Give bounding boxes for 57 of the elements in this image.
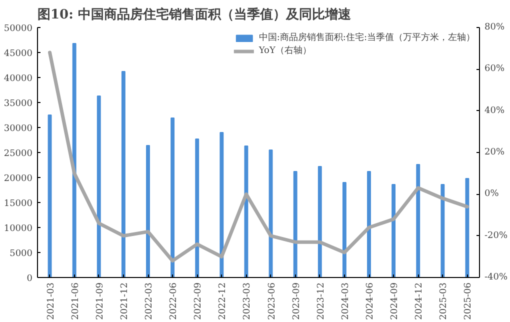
y-tick-label: 35000	[4, 99, 33, 109]
bar	[72, 43, 76, 278]
y-tick-label: 45000	[4, 49, 33, 59]
bar	[96, 96, 101, 278]
x-tick-label: 2025-03	[439, 282, 450, 320]
y-tick-label: 5000	[10, 249, 33, 259]
bar	[48, 114, 52, 278]
bar	[170, 118, 175, 278]
y-tick-label: 30000	[4, 124, 33, 134]
bar	[244, 146, 248, 278]
x-tick-label: 2024-03	[340, 282, 351, 320]
y2-tick-label: -20%	[484, 230, 508, 241]
y-tick-label: 10000	[4, 224, 33, 234]
legend-label: 中国:商品房销售面积:住宅:当季值（万平方米，左轴）	[258, 32, 475, 44]
x-tick-label: 2021-09	[95, 282, 106, 320]
x-tick-label: 2022-09	[194, 282, 204, 320]
x-tick-label: 2024-09	[390, 282, 400, 320]
x-tick-label: 2022-06	[169, 282, 180, 320]
bar	[465, 178, 470, 278]
x-tick-label: 2024-12	[414, 282, 425, 320]
y2-tick-label: 80%	[484, 22, 505, 32]
bar	[392, 184, 396, 278]
x-tick-label: 2021-06	[70, 282, 81, 320]
y2-tick-label: 60%	[484, 64, 505, 74]
y2-tick-label: 40%	[484, 106, 505, 116]
bar	[195, 138, 200, 278]
bar	[416, 164, 420, 278]
y2-tick-label: -40%	[484, 272, 508, 282]
bar	[318, 166, 322, 278]
bar	[146, 145, 150, 278]
bar	[121, 71, 126, 278]
y-tick-label: 40000	[4, 74, 33, 84]
y2-tick-label: 20%	[484, 148, 505, 158]
bar	[268, 150, 273, 278]
legend-label: YoY（右轴）	[258, 44, 312, 57]
bar	[367, 171, 371, 278]
x-tick-label: 2025-06	[464, 282, 474, 320]
chart-title: 图10: 中国商品房住宅销售面积（当季值）及同比增速	[38, 6, 352, 22]
x-tick-label: 2022-12	[218, 282, 228, 320]
bar	[220, 132, 224, 278]
x-tick-label: 2023-03	[242, 282, 253, 320]
y-tick-label: 50000	[4, 24, 33, 34]
bar	[293, 171, 298, 278]
y2-tick-label: 0%	[484, 189, 500, 200]
y-tick-label: 25000	[4, 149, 33, 159]
y-tick-label: 0	[26, 274, 33, 284]
x-tick-label: 2022-03	[144, 282, 154, 320]
x-tick-label: 2021-12	[120, 282, 130, 320]
x-tick-label: 2021-03	[46, 282, 56, 320]
bar	[440, 184, 445, 278]
bar	[342, 182, 346, 278]
x-tick-label: 2023-06	[267, 282, 278, 320]
x-tick-label: 2023-12	[316, 282, 326, 320]
y-tick-label: 15000	[4, 199, 33, 209]
y-tick-label: 20000	[4, 174, 33, 184]
x-tick-label: 2024-06	[366, 282, 376, 320]
x-tick-label: 2023-09	[292, 282, 302, 320]
